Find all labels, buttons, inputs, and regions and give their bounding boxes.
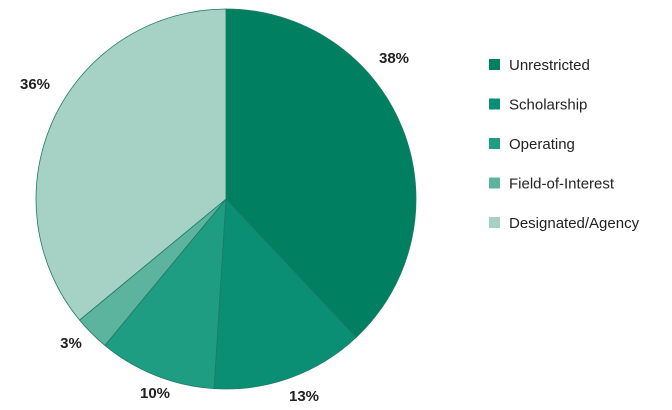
slice-labels: 38% 13% 10% 3% 36%: [20, 50, 409, 405]
legend-label: Unrestricted: [509, 57, 590, 74]
legend-label: Designated/Agency: [509, 215, 640, 232]
slice-label: 10%: [140, 385, 170, 402]
legend-label: Operating: [509, 136, 575, 153]
legend-label: Field-of-Interest: [509, 176, 615, 193]
legend-swatch: [489, 59, 500, 70]
legend-swatch: [489, 98, 500, 110]
pie-slice-operating: [104, 197, 227, 390]
pie-slice-scholarship: [213, 198, 357, 390]
legend-swatch: [489, 217, 500, 228]
pie-slice-unrestricted: [225, 8, 417, 339]
legend-label: Scholarship: [509, 97, 587, 114]
slice-label: 36%: [20, 76, 50, 93]
pie-slices: [35, 8, 417, 390]
slice-label: 13%: [289, 388, 319, 405]
legend-swatch: [489, 177, 500, 189]
pie-slice-designated-agency: [35, 8, 227, 321]
legend-swatch: [489, 138, 500, 149]
legend: Unrestricted Scholarship Operating Field-of…: [489, 57, 640, 232]
slice-label: 38%: [379, 50, 409, 67]
slice-label: 3%: [60, 335, 82, 352]
